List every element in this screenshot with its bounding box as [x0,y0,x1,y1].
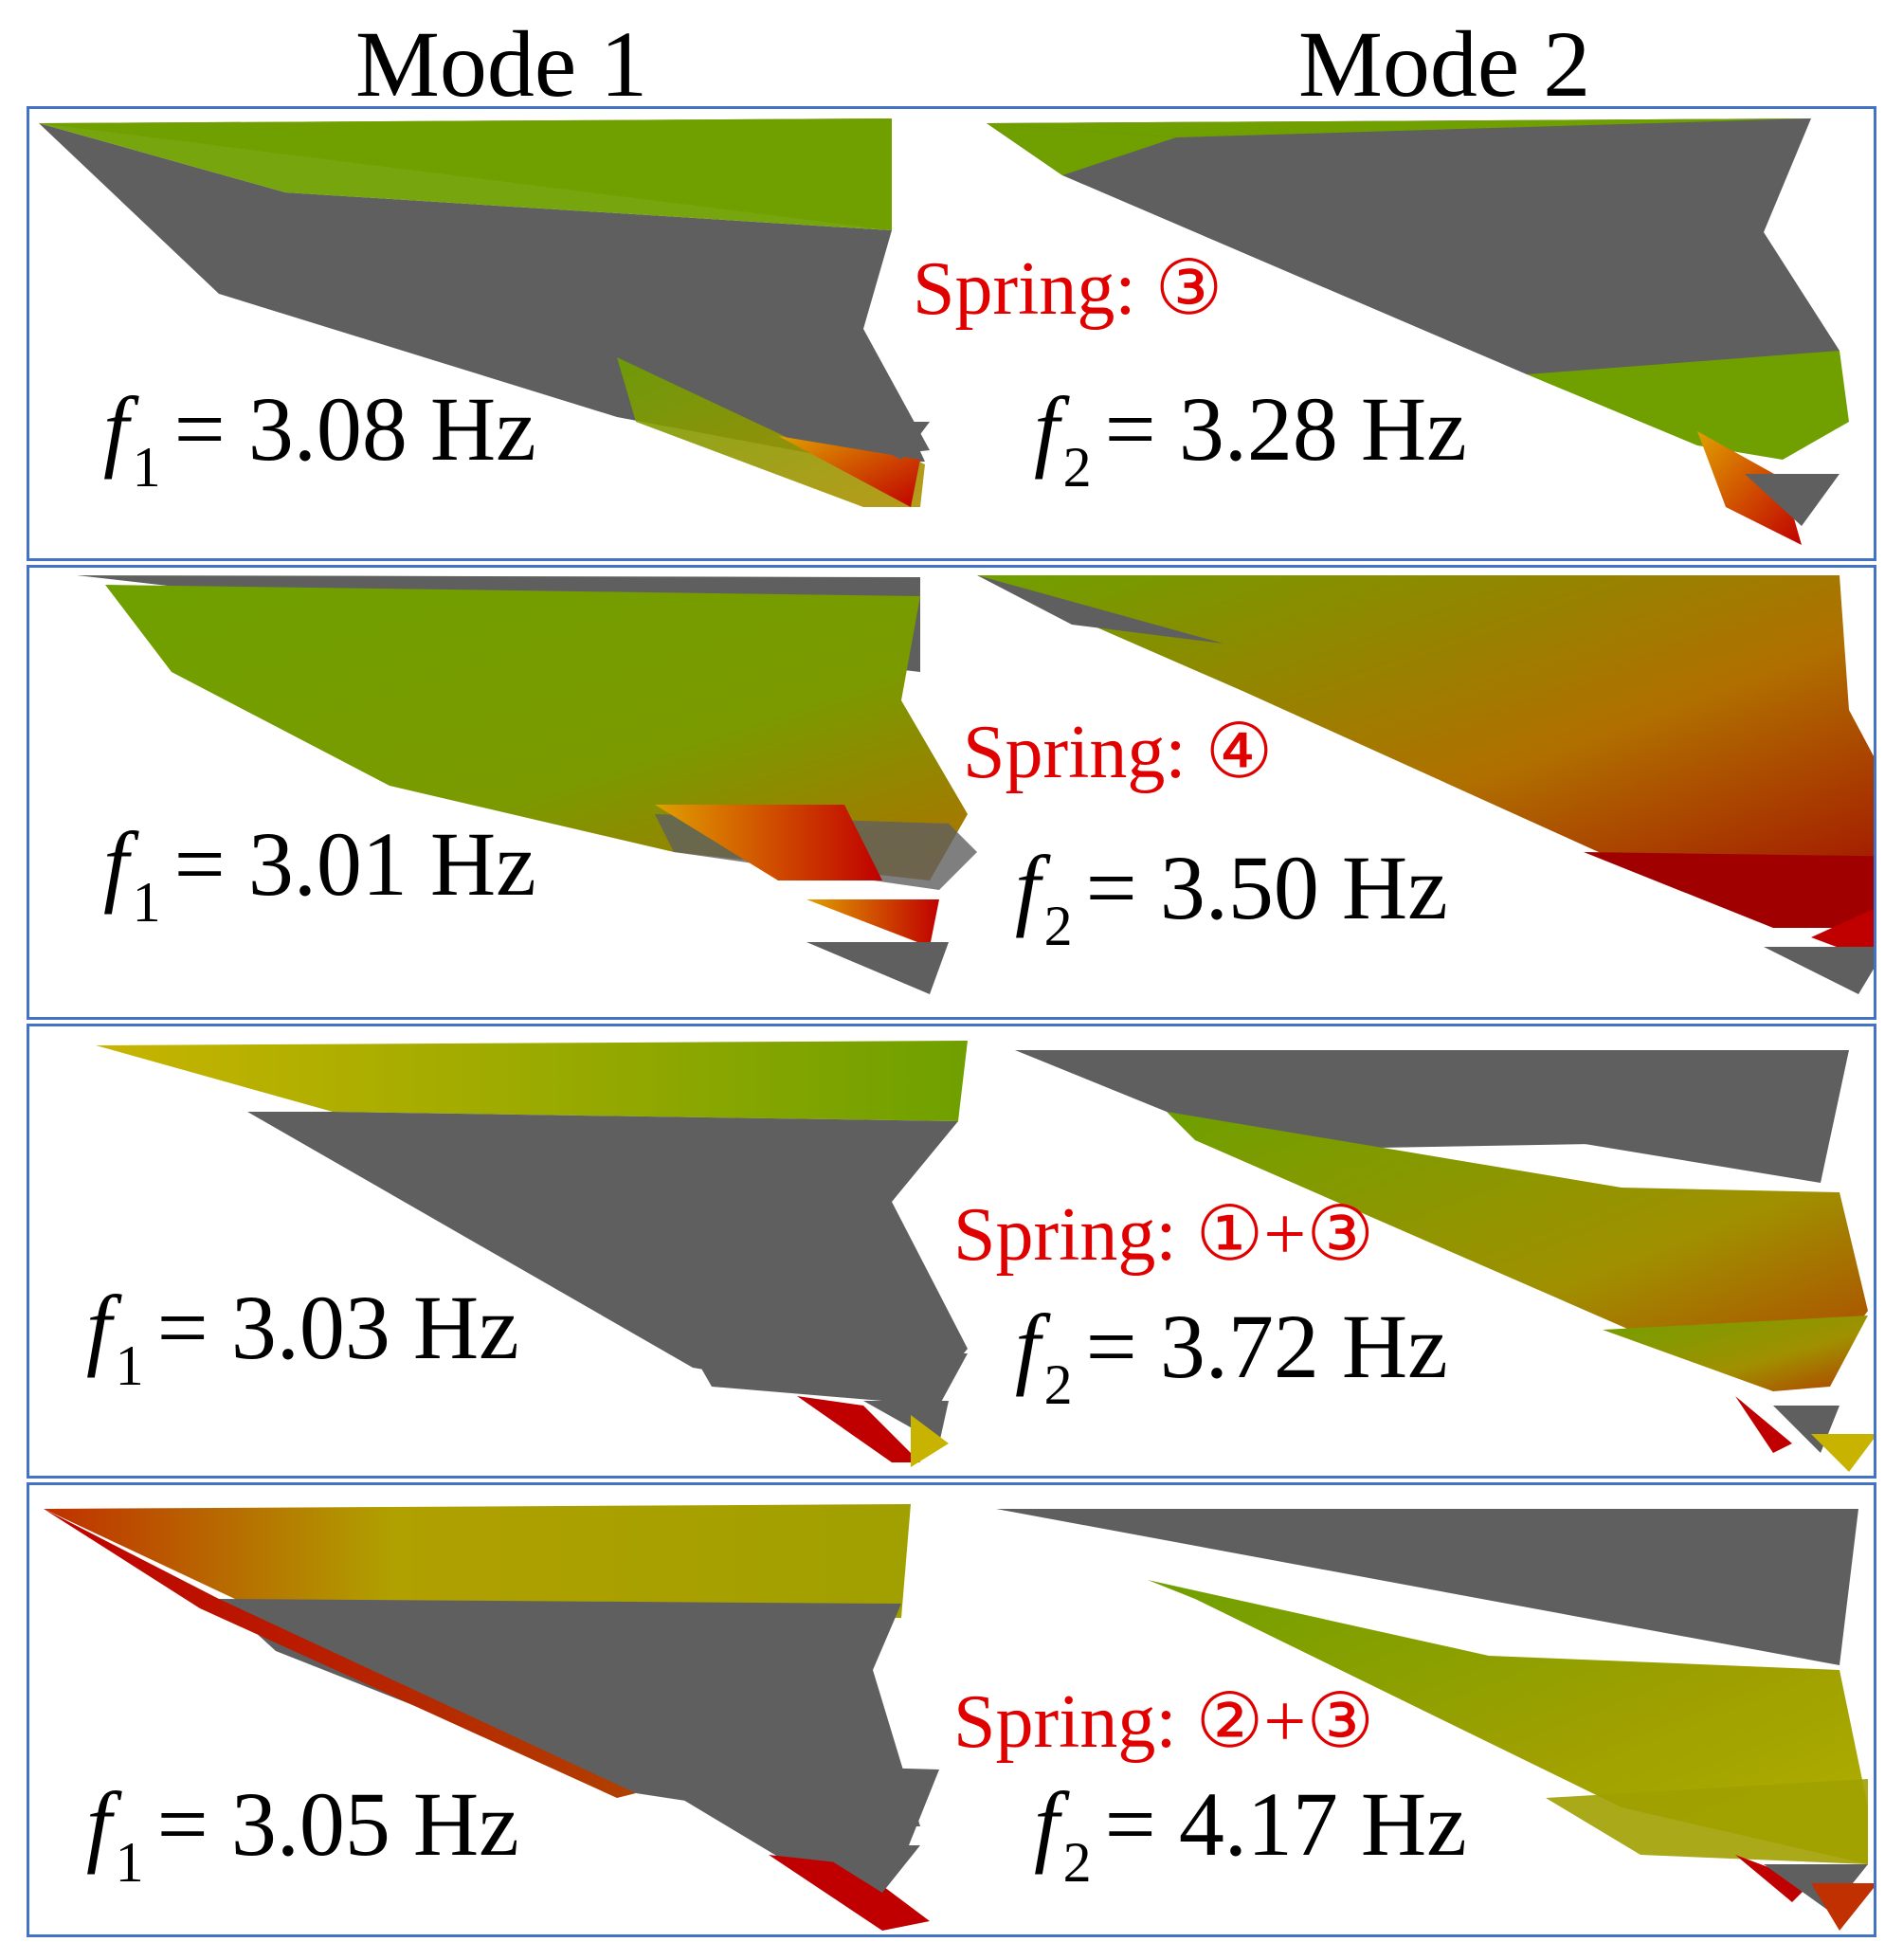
f-symbol: f [103,378,129,480]
f2-label: f2 = 3.50 Hz [1015,843,1448,955]
f1-label: f1 = 3.01 Hz [103,819,536,932]
mode2-header: Mode 2 [1298,11,1591,117]
panel-row-3: Spring: ①+③ f1 = 3.03 Hz f2 = 3.72 Hz [27,1024,1876,1479]
subscript: 1 [115,1831,144,1894]
f-symbol: f [86,1277,112,1378]
f1-label: f1 = 3.05 Hz [86,1779,519,1892]
f1-value: = 3.08 Hz [173,378,536,480]
panel-row-4: Spring: ②+③ f1 = 3.05 Hz f2 = 4.17 Hz [27,1482,1876,1937]
subscript: 2 [1043,895,1073,957]
subscript: 1 [115,1334,144,1397]
wing-mode1-shape [96,1041,968,1467]
f2-label: f2 = 4.17 Hz [1034,1779,1467,1892]
f1-value: = 3.03 Hz [156,1277,519,1378]
f1-label: f1 = 3.03 Hz [86,1282,519,1395]
f1-value: = 3.05 Hz [156,1773,519,1875]
f-symbol: f [103,813,129,915]
subscript: 1 [132,436,161,499]
f1-value: = 3.01 Hz [173,813,536,915]
wing-mode2-shape [977,575,1874,994]
mode1-header: Mode 1 [355,11,648,117]
spring-label: Spring: ①+③ [953,1193,1375,1277]
f2-value: = 4.17 Hz [1104,1773,1467,1875]
subscript: 1 [132,871,161,934]
f2-value: = 3.28 Hz [1104,378,1467,480]
wing-mode2-shape [996,1509,1874,1931]
f2-label: f2 = 3.28 Hz [1034,384,1467,497]
f-symbol: f [1034,1773,1060,1875]
spring-label: Spring: ④ [963,711,1274,794]
subscript: 2 [1043,1353,1073,1416]
f2-label: f2 = 3.72 Hz [1015,1301,1448,1414]
wing-mode2-shape [1015,1050,1874,1472]
f-symbol: f [1034,378,1060,480]
f-symbol: f [1015,1296,1041,1397]
f-symbol: f [1015,837,1041,938]
f1-label: f1 = 3.08 Hz [103,384,536,497]
wing-mode1-shape [44,1504,939,1931]
f2-value: = 3.50 Hz [1085,837,1448,938]
subscript: 2 [1062,436,1092,499]
spring-label: Spring: ③ [913,247,1223,331]
wing-mode2-shape [987,118,1849,545]
panel-row-1: Spring: ③ f1 = 3.08 Hz f2 = 3.28 Hz [27,106,1876,561]
f2-value: = 3.72 Hz [1085,1296,1448,1397]
wing-mode1-shape [39,118,930,507]
spring-label: Spring: ②+③ [953,1680,1375,1764]
panel-row-2: Spring: ④ f1 = 3.01 Hz f2 = 3.50 Hz [27,565,1876,1020]
wing-mode1-shape [77,575,977,994]
f-symbol: f [86,1773,112,1875]
subscript: 2 [1062,1831,1092,1894]
